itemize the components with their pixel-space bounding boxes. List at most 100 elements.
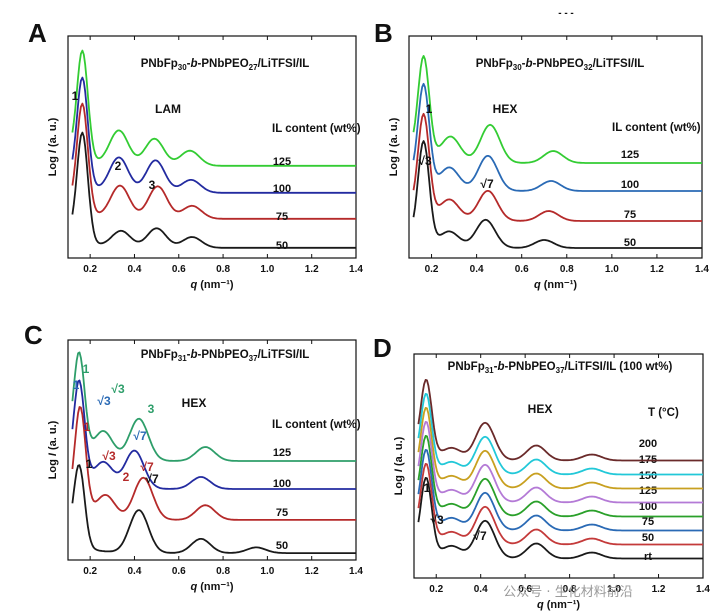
- peak-annotation: 3: [149, 178, 156, 192]
- peak-annotation: √3: [111, 382, 125, 396]
- series-line-d-175: [417, 392, 703, 476]
- series-line-d-rt: [417, 476, 703, 560]
- phase-label: HEX: [493, 102, 518, 116]
- panel-letter: D: [373, 333, 392, 363]
- series-line-b-75: [412, 112, 702, 222]
- x-tick-label: 0.6: [518, 584, 532, 595]
- x-tick-label: 1.0: [260, 264, 274, 275]
- panel-b: B PNbFp30-b-PNbPEO32/LiTFSI/IL HEX IL conte…: [374, 18, 709, 291]
- series-label: 50: [276, 540, 288, 552]
- peak-annotation: √3: [418, 154, 432, 168]
- x-tick-label: 0.2: [83, 264, 97, 275]
- y-axis-label: Log I (a. u.): [47, 420, 59, 479]
- x-tick-label: 0.8: [560, 264, 574, 275]
- x-tick-label: 1.2: [305, 566, 319, 577]
- peak-annotation: √7: [140, 460, 154, 474]
- series-label: 125: [273, 156, 291, 168]
- x-tick-label: 0.4: [128, 566, 142, 577]
- peak-annotation: 1: [84, 420, 91, 434]
- series-label: 125: [639, 485, 657, 497]
- peak-annotation: √7: [133, 429, 147, 443]
- series-line-d-50: [417, 462, 703, 546]
- x-tick-label: 0.6: [515, 264, 529, 275]
- peak-annotation: √3: [97, 394, 111, 408]
- legend-title: T (°C): [648, 407, 679, 419]
- series-label: rt: [644, 551, 652, 563]
- peak-annotation: 1: [72, 89, 79, 103]
- watermark-text: 公众号 · 生化材料前沿: [503, 584, 632, 600]
- y-axis-label: Log I (a. u.): [388, 117, 400, 176]
- series-label: 50: [276, 240, 288, 252]
- x-tick-label: 1.0: [605, 264, 619, 275]
- peak-annotation: √3: [102, 449, 116, 463]
- peak-annotation: 2: [115, 159, 122, 173]
- x-tick-label: 1.0: [260, 566, 274, 577]
- x-tick-label: 0.6: [172, 264, 186, 275]
- series-label: 200: [639, 438, 657, 450]
- header-fragment: - - -: [558, 8, 574, 19]
- series-line-c-75: [71, 406, 356, 521]
- x-tick-label: 0.4: [128, 264, 142, 275]
- panel-title: PNbFp30-b-PNbPEO32/LiTFSI/IL: [476, 58, 645, 72]
- x-axis-label: q (nm⁻¹): [534, 279, 577, 291]
- series-line-a-100: [71, 76, 356, 194]
- peak-annotation: √7: [480, 177, 494, 191]
- series-line-c-50: [71, 464, 356, 554]
- plot-frame: [67, 339, 357, 561]
- series-label: 75: [642, 516, 654, 528]
- x-tick-label: 0.2: [429, 584, 443, 595]
- series-label: 125: [621, 149, 639, 161]
- phase-label: LAM: [155, 102, 181, 116]
- panel-title: PNbFp30-b-PNbPEO27/LiTFSI/IL: [141, 58, 310, 72]
- series-line-a-50: [71, 131, 356, 249]
- x-axis-label: q (nm⁻¹): [190, 279, 233, 291]
- series-line-b-50: [412, 140, 702, 249]
- peak-annotation: √3: [430, 513, 444, 527]
- x-tick-label: 0.8: [216, 264, 230, 275]
- x-tick-label: 0.8: [216, 566, 230, 577]
- phase-label: HEX: [528, 402, 553, 416]
- panel-letter: A: [28, 18, 47, 48]
- plot-frame: [413, 353, 704, 579]
- plot-frame: [67, 35, 357, 259]
- x-tick-label: 0.4: [474, 584, 488, 595]
- series-line-b-125: [412, 55, 702, 164]
- series-label: 50: [642, 532, 654, 544]
- y-axis-label: Log I (a. u.): [47, 117, 59, 176]
- series-label: 100: [621, 179, 639, 191]
- series-line-d-150: [417, 406, 703, 490]
- series-label: 125: [273, 447, 291, 459]
- panel-title: PNbFp31-b-PNbPEO37/LiTFSI/IL (100 wt%): [448, 361, 673, 375]
- plot-frame: [408, 35, 703, 259]
- series-label: 100: [273, 183, 291, 195]
- panel-d: D PNbFp31-b-PNbPEO37/LiTFSI/IL (100 wt%) H…: [373, 333, 710, 611]
- series-label: 150: [639, 470, 657, 482]
- peak-annotation: √7: [473, 529, 487, 543]
- x-axis-label: q (nm⁻¹): [537, 599, 580, 611]
- series-line-b-100: [412, 82, 702, 192]
- series-line-a-75: [71, 102, 356, 220]
- series-line-d-75: [417, 448, 703, 532]
- series-line-c-125: [71, 351, 356, 462]
- peak-annotation: 3: [148, 402, 155, 416]
- series-line-a-125: [71, 49, 356, 167]
- series-label: 75: [276, 507, 288, 519]
- series-line-d-200: [417, 378, 703, 462]
- panel-title: PNbFp31-b-PNbPEO37/LiTFSI/IL: [141, 349, 310, 363]
- x-tick-label: 1.2: [650, 264, 664, 275]
- peak-annotation: 1: [83, 362, 90, 376]
- phase-label: HEX: [182, 396, 207, 410]
- panel-letter: C: [24, 320, 43, 350]
- series-label: 75: [276, 211, 288, 223]
- panel-a: A PNbFp30-b-PNbPEO27/LiTFSI/IL LAM IL conte…: [28, 18, 363, 291]
- x-tick-label: 1.2: [305, 264, 319, 275]
- legend-title: IL content (wt%): [272, 123, 361, 135]
- peak-annotation: 1: [424, 481, 431, 495]
- x-tick-label: 0.6: [172, 566, 186, 577]
- panel-c: C PNbFp31-b-PNbPEO37/LiTFSI/IL HEX IL conte…: [24, 320, 363, 593]
- x-tick-label: 0.8: [563, 584, 577, 595]
- panel-letter: B: [374, 18, 393, 48]
- series-label: 50: [624, 237, 636, 249]
- series-label: 100: [273, 478, 291, 490]
